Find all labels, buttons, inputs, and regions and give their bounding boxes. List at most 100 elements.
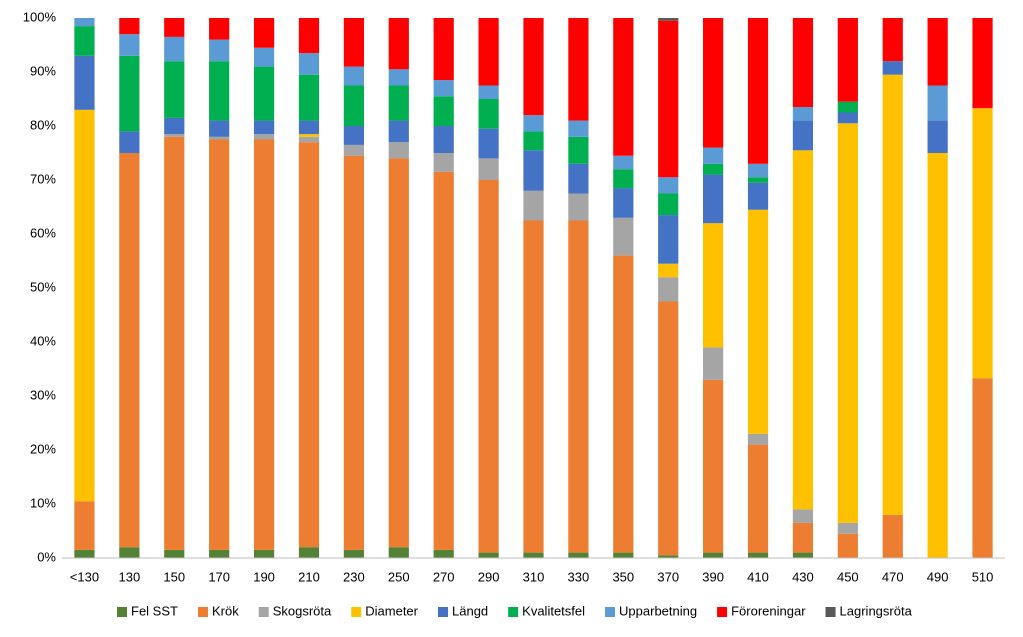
bar-segment [209,549,230,558]
bar-segment [882,61,903,75]
bar-segment [74,18,95,27]
bar-segment [747,163,769,178]
bar-segment [298,136,320,143]
bar-segment [792,522,814,553]
x-tick-label: 490 [927,569,949,584]
bar-segment [298,142,320,548]
bar-segment [792,107,814,121]
legend-swatch [605,607,616,617]
x-tick-label: 250 [388,569,410,584]
bar-segment [747,444,769,553]
bar-segment [703,552,724,558]
x-tick-label: 510 [972,569,994,584]
bar-segment [837,533,858,558]
x-tick-label: 150 [163,569,185,584]
bar-segment [119,18,140,35]
bar-segment [747,177,769,183]
bar-segment [119,131,140,153]
bar-segment [658,301,679,556]
x-tick-label: 290 [478,569,500,584]
y-tick-label: 30% [30,387,56,402]
x-tick-label: 210 [298,569,320,584]
bar-segment [658,193,679,216]
x-tick-label: 330 [568,569,590,584]
y-tick-label: 20% [30,441,56,456]
bar-segment [209,120,230,137]
legend-swatch [258,607,269,617]
bar-segment [253,66,275,121]
bar-segment [658,177,679,194]
legend-label: Kvalitetsfel [522,603,585,618]
bar-segment [298,74,320,121]
bar-segment [253,139,275,550]
bar-segment [164,18,185,37]
bar-segment [523,115,544,132]
legend-swatch [438,607,448,617]
bar-segment [478,99,499,129]
y-tick-label: 90% [30,63,56,78]
bar-segment [343,66,364,86]
bar-segment [74,55,95,110]
bar-segment [568,136,589,164]
legend-swatch [197,607,208,617]
bar-segment [478,18,499,86]
bar-segment [882,74,903,515]
bar-segment [523,190,544,221]
bar-segment [658,20,679,178]
x-tick-label: 230 [343,569,365,584]
bar-segment [298,18,320,54]
bar-segment [568,193,589,221]
bar-segment [523,150,544,191]
bar-segment [433,126,454,153]
x-tick-label: 310 [523,569,545,584]
legend-swatch [508,607,519,617]
bar-segment [613,169,634,189]
bar-segment [972,378,993,558]
bar-segment [613,255,634,553]
bar-segment [613,188,634,218]
bar-segment [837,112,858,124]
bar-segment [388,142,409,159]
bar-segment [658,263,679,278]
legend-label: Krök [212,603,239,618]
bar-segment [253,120,275,135]
x-tick-label: 390 [702,569,724,584]
bar-segment [433,549,454,558]
bar-segment [703,347,724,380]
bar-segment [703,147,724,164]
bar-segment [74,501,95,550]
bar-segment [253,134,275,140]
bar-segment [209,61,230,121]
bar-segment [747,209,769,434]
bar-segment [658,215,679,264]
bar-segment [298,134,320,137]
bar-segment [568,552,589,558]
bar-segment [164,134,185,137]
bar-segment [433,80,454,97]
legend-label: Längd [452,603,488,618]
bar-segment [747,433,769,445]
bar-segment [478,552,499,558]
legend-swatch [117,607,127,617]
bar-segment [298,547,320,558]
bar-segment [388,18,409,70]
bar-segment [972,18,993,109]
legend-label: Fel SST [131,603,178,618]
bar-segment [478,128,499,159]
bar-segment [792,150,814,510]
bar-segment [209,136,230,140]
bar-segment [74,549,95,558]
legend-label: Lagringsröta [840,603,913,618]
bar-segment [343,549,364,558]
y-tick-label: 40% [30,333,56,348]
bar-segment [164,136,185,550]
legend-label: Diameter [365,603,418,618]
y-tick-label: 10% [30,495,56,510]
x-tick-label: 190 [253,569,275,584]
legend-label: Skogsröta [273,603,332,618]
bar-segment [119,547,140,558]
bar-segment [658,555,679,558]
bar-segment [792,120,814,151]
bar-segment [433,96,454,126]
